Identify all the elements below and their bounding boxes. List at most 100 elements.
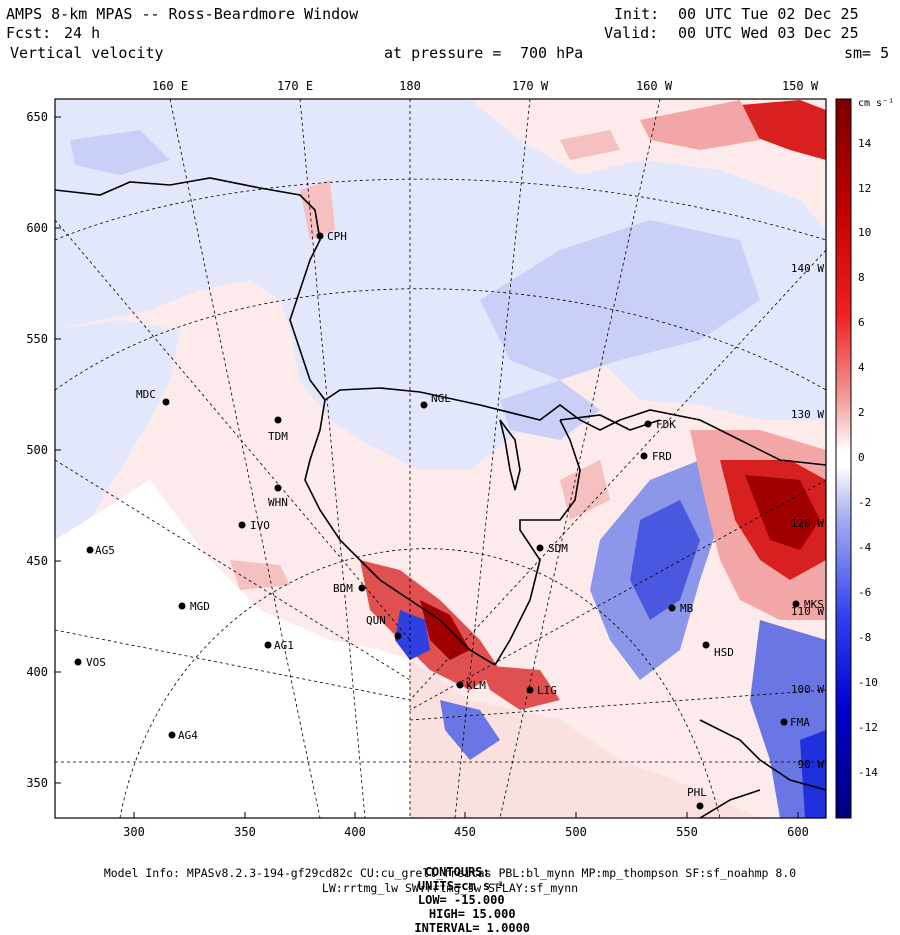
colorbar-units: cm s⁻¹ [858,98,894,109]
x-tick-label: 550 [676,825,698,839]
station-label: MGD [190,600,210,613]
x-tick-label: 450 [454,825,476,839]
forecast-label: Fcst: [6,24,52,42]
coastline [55,177,826,818]
init-label: Init: [614,5,660,23]
station-label: AG5 [95,544,115,557]
station-label: NGL [431,392,451,405]
station-label: BDM [333,582,353,595]
field-layer [55,99,826,818]
longitude-label: 110 W [791,605,824,618]
station-label: AG4 [178,729,198,742]
negative-field-region [630,500,700,620]
colorbar-label: -12 [858,721,878,734]
model-info: Model Info: MPASv8.2.3-194-gf29cd82c CU:… [103,866,797,880]
positive-field-region [230,560,290,590]
station-label: VOS [86,656,106,669]
y-tick-label: 650 [26,110,48,124]
y-tick-label: 550 [26,332,48,346]
forecast-hour: 24 h [64,24,101,42]
smoothing: sm= 5 [844,44,890,62]
negative-field-region [480,220,760,380]
station-label: TDM [268,430,288,443]
station-label: FMA [790,716,810,729]
longitude-label: 180 [399,79,421,93]
negative-field-region [55,99,826,470]
colorbar-label: 4 [858,361,865,374]
colorbar-label: 2 [858,406,865,419]
contour-interval: INTERVAL= 1.0000 [414,921,531,935]
x-tick-label: 600 [787,825,809,839]
valid-time: 00 UTC Wed 03 Dec 25 [678,24,859,42]
radiation-info: LW:rrtmg_lw SW:rrtmg_sw SFLAY:sf_mynn [321,881,579,895]
field-name: Vertical velocity [10,44,164,62]
longitude-label: 100 W [791,683,824,696]
pressure-label: at pressure = [384,44,502,62]
colorbar-label: 6 [858,316,865,329]
right-longitude-labels: 140 W 130 W 120 W 110 W 100 W 90 W [791,262,824,771]
negative-field-region [500,380,600,440]
station-label: AG1 [274,639,294,652]
graticule [55,99,826,818]
negative-field-region [800,730,826,818]
colorbar-label: -8 [858,631,871,644]
negative-field-region [395,610,430,660]
plot-frame [54,98,827,819]
colorbar-label: 10 [858,226,871,239]
station-label: PHL [687,786,707,799]
station-label: MDC [136,388,156,401]
positive-field-region [480,665,560,710]
station-label: IVO [250,519,270,532]
station-label: MB [680,602,694,615]
station-label: HSD [714,646,734,659]
colorbar-label: -14 [858,766,878,779]
x-tick-label: 350 [234,825,256,839]
contours-label: CONTOURS: [424,865,490,879]
colorbar-label: -4 [858,541,872,554]
map-canvas: 300 350 400 450 500 550 600 650 600 550 … [26,79,894,839]
colorbar-label: -10 [858,676,878,689]
valid-label: Valid: [604,24,659,42]
contour-low: LOW= -15.000 [417,893,505,907]
x-tick-label: 500 [565,825,587,839]
colorbar [835,98,852,819]
station-label: MKS [804,598,824,611]
colorbar-label: 8 [858,271,865,284]
colorbar-label: -6 [858,586,871,599]
y-tick-label: 400 [26,665,48,679]
station-label: LIG [537,684,557,697]
longitude-label: 170 W [512,79,549,93]
longitude-label: 130 W [791,408,824,421]
station-label: FDK [656,418,676,431]
station-label: QUN [366,614,386,627]
positive-field-region [745,475,820,550]
y-tick-label: 350 [26,776,48,790]
positive-field-region [740,100,826,160]
station-label: KLM [466,679,486,692]
axis-ticks [55,116,799,818]
longitude-label: 160 W [636,79,673,93]
negative-field-region [55,320,180,560]
top-longitude-labels: 160 E 170 E 180 170 W 160 W 150 W [152,79,819,93]
positive-field-region [410,660,760,818]
init-time: 00 UTC Tue 02 Dec 25 [678,5,859,23]
colorbar-label: 0 [858,451,865,464]
pressure-level: 700 hPa [520,44,584,62]
negative-field-region [440,700,500,760]
x-tick-label: 300 [123,825,145,839]
colorbar-label: 12 [858,182,871,195]
station-label: FRD [652,450,672,463]
longitude-label: 120 W [791,517,824,530]
longitude-label: 90 W [798,758,825,771]
title: AMPS 8-km MPAS -- Ross-Beardmore Window [6,5,359,23]
stations: CPH NGL MDC TDM WHN IVO AG5 MGD AG1 VOS … [74,230,824,810]
longitude-label: 140 W [791,262,824,275]
colorbar-label: 14 [858,137,872,150]
y-axis-labels: 650 600 550 500 450 400 350 [26,110,48,790]
y-tick-label: 500 [26,443,48,457]
colorbar-labels: 14 12 10 8 6 4 2 0 -2 -4 -6 -8 -10 -12 -… [858,137,878,779]
longitude-label: 160 E [152,79,188,93]
x-axis-labels: 300 350 400 450 500 550 600 [123,825,809,839]
longitude-label: 170 E [277,79,313,93]
y-tick-label: 600 [26,221,48,235]
